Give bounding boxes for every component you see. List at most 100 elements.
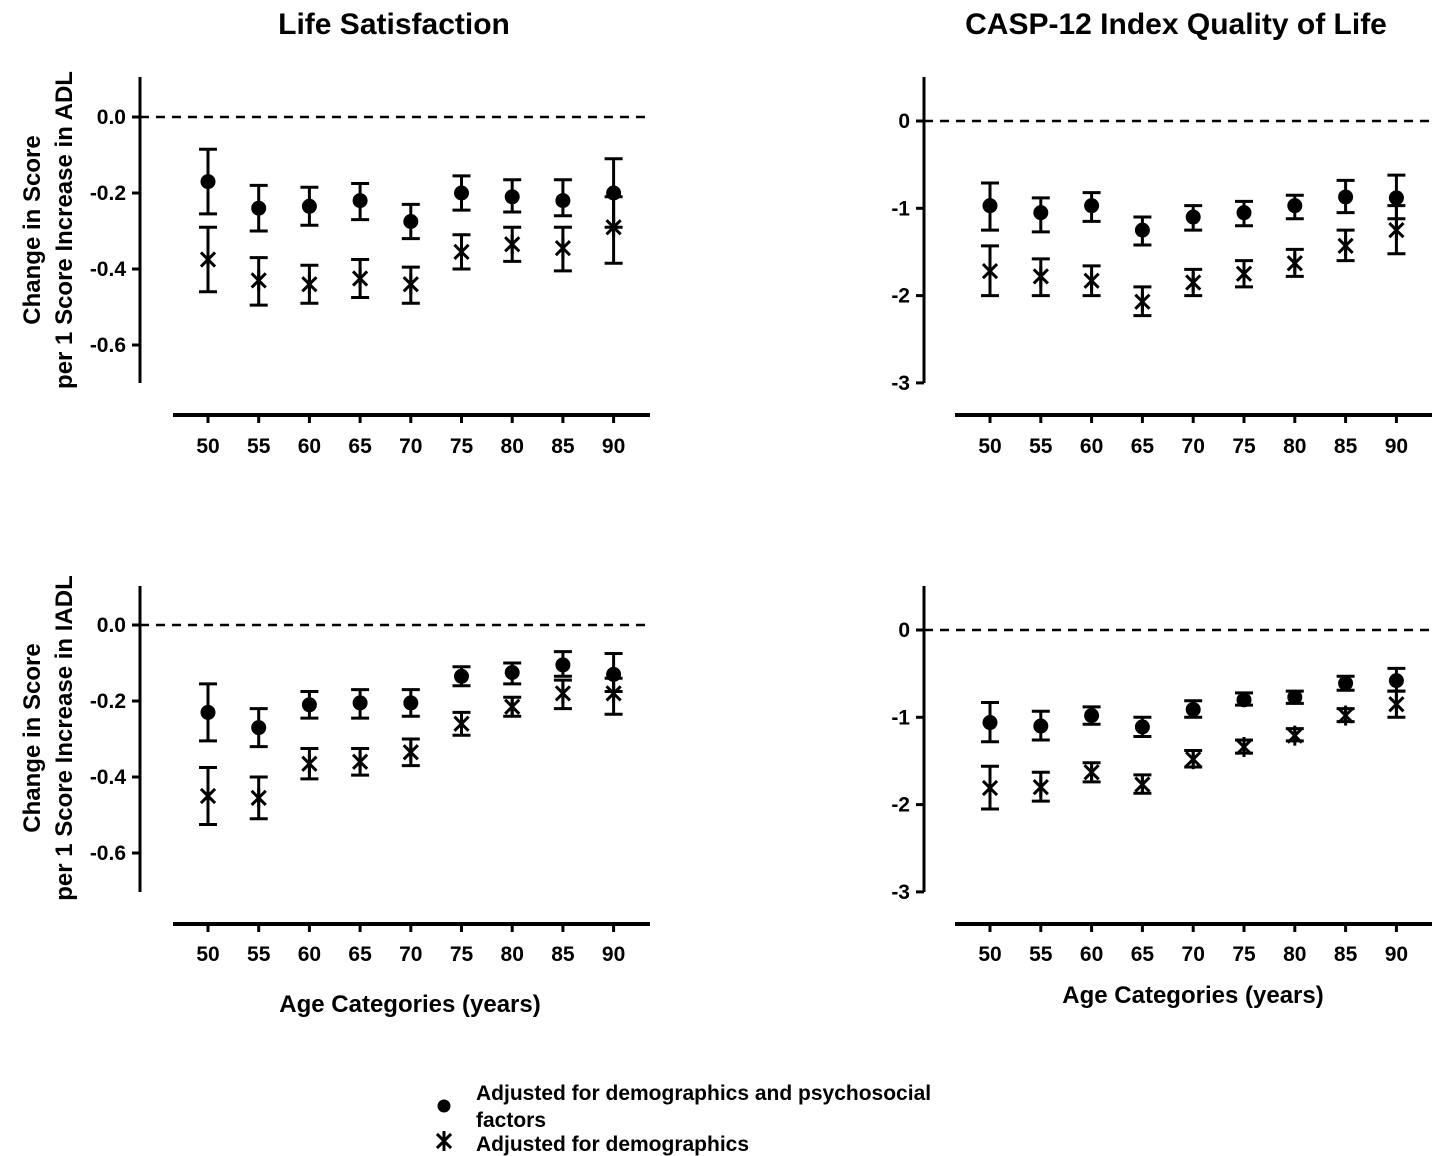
- data-point-asterisk: [1337, 235, 1354, 256]
- x-tick-label: 85: [551, 435, 575, 458]
- data-point-asterisk: [453, 713, 470, 734]
- y-tick-label: -0.4: [90, 766, 127, 789]
- data-point-asterisk: [402, 274, 419, 295]
- data-point-dot: [301, 198, 317, 214]
- data-point-asterisk: [1286, 253, 1303, 274]
- data-point-asterisk: [1134, 774, 1151, 795]
- data-point-asterisk-stroke-d2: [504, 698, 521, 715]
- data-point-dot: [301, 697, 317, 713]
- x-tick-label: 60: [298, 435, 321, 458]
- data-point-asterisk: [1388, 220, 1405, 241]
- x-tick-label: 85: [1334, 435, 1358, 458]
- x-tick-label: 65: [1131, 435, 1155, 458]
- x-tick-label: 75: [1232, 435, 1256, 458]
- data-point-dot: [352, 193, 368, 209]
- data-point-asterisk: [554, 238, 572, 259]
- data-point-asterisk-stroke-d2: [351, 753, 369, 770]
- data-point-asterisk-stroke-d2: [402, 276, 419, 293]
- data-point-asterisk-stroke-d2: [1185, 274, 1202, 291]
- legend-asterisk-shape-stroke-d2: [435, 1132, 453, 1150]
- data-point-asterisk: [1337, 705, 1354, 726]
- data-point-asterisk: [1235, 263, 1253, 284]
- data-point-asterisk: [250, 787, 267, 808]
- ylabel-iadl-line1: Change in Score: [19, 643, 46, 832]
- data-point-dot: [1185, 701, 1201, 717]
- x-tick-label: 60: [1080, 435, 1103, 458]
- data-point-asterisk: [402, 742, 419, 763]
- data-point-asterisk: [1032, 266, 1049, 287]
- data-point-asterisk: [1083, 270, 1100, 291]
- legend-dot-marker: [437, 1099, 451, 1113]
- x-tick-label: 90: [602, 435, 625, 458]
- data-point-asterisk: [1134, 291, 1151, 312]
- x-tick-label: 70: [1182, 943, 1205, 966]
- data-point-asterisk: [1388, 694, 1405, 715]
- data-point-dot: [1185, 209, 1201, 225]
- data-point-asterisk-stroke-d2: [1185, 751, 1202, 768]
- data-point-asterisk-stroke-d2: [453, 243, 470, 261]
- x-tick-label: 55: [247, 943, 271, 966]
- x-tick-label: 80: [501, 435, 524, 458]
- data-point-dot: [1236, 205, 1252, 221]
- x-tick-label: 90: [1385, 435, 1408, 458]
- data-point-asterisk-stroke-d2: [453, 715, 470, 732]
- title-life-satisfaction: Life Satisfaction: [278, 8, 510, 41]
- data-point-asterisk: [1032, 777, 1049, 798]
- data-point-asterisk-stroke-d2: [1286, 255, 1303, 272]
- data-point-dot: [504, 665, 520, 680]
- data-point-asterisk-stroke-d2: [605, 219, 622, 236]
- data-point-asterisk-stroke-d2: [1235, 738, 1253, 756]
- x-tick-label: 50: [196, 435, 219, 458]
- data-point-asterisk-stroke-d2: [1388, 221, 1405, 239]
- data-point-asterisk-stroke-d2: [250, 789, 267, 807]
- data-point-dot: [251, 200, 267, 216]
- data-point-asterisk: [351, 751, 369, 772]
- data-point-dot: [454, 185, 469, 201]
- x-tick-label: 50: [196, 943, 219, 966]
- data-point-asterisk-stroke-d2: [1337, 237, 1354, 254]
- y-tick-label: -1: [891, 197, 910, 220]
- data-point-dot: [1338, 675, 1354, 691]
- data-point-asterisk-stroke-d2: [402, 744, 419, 761]
- data-point-dot: [1338, 189, 1354, 205]
- xlabel-right: Age Categories (years): [1062, 982, 1323, 1009]
- y-tick-label: 0: [898, 619, 910, 642]
- data-point-asterisk-stroke-d2: [554, 685, 572, 702]
- data-point-asterisk-stroke-d2: [1083, 764, 1100, 781]
- panel-casp12-iadl: 0 -1 -2 -3 50 55 60 65 70 75 80 85 90: [891, 586, 1432, 966]
- x-tick-label: 80: [1283, 435, 1306, 458]
- data-point-asterisk: [453, 241, 470, 262]
- data-point-asterisk-stroke-d2: [1032, 779, 1049, 796]
- x-tick-label: 55: [247, 435, 271, 458]
- data-point-asterisk-stroke-d2: [554, 239, 572, 257]
- data-point-dot: [1084, 198, 1100, 214]
- data-point-asterisk: [504, 234, 521, 255]
- x-tick-label: 70: [399, 943, 422, 966]
- x-tick-label: 75: [450, 943, 474, 966]
- data-point-asterisk: [199, 786, 217, 806]
- legend-series1-line2: factors: [476, 1109, 546, 1132]
- ylabel-adl-line1: Change in Score: [19, 135, 46, 324]
- data-point-dot: [1134, 719, 1150, 735]
- data-point-dot: [454, 668, 469, 684]
- data-point-asterisk: [301, 274, 318, 295]
- x-tick-label: 65: [348, 435, 372, 458]
- data-point-dot: [555, 193, 571, 209]
- y-tick-label: -0.2: [90, 182, 126, 205]
- data-point-asterisk-stroke-d2: [1083, 272, 1100, 289]
- x-tick-label: 90: [1385, 943, 1408, 966]
- data-point-asterisk: [504, 696, 521, 717]
- data-point-dot: [982, 198, 998, 214]
- x-tick-label: 85: [551, 943, 575, 966]
- data-point-asterisk: [1286, 725, 1303, 746]
- data-point-asterisk-stroke-d2: [301, 755, 318, 772]
- data-point-asterisk-stroke-d2: [250, 272, 267, 289]
- data-point-dot: [1287, 198, 1303, 214]
- data-point-asterisk: [1235, 736, 1253, 757]
- x-tick-label: 60: [1080, 943, 1103, 966]
- data-point-asterisk-stroke-d2: [605, 685, 622, 702]
- ylabel-adl-line2: per 1 Score Increase in ADL: [51, 71, 78, 389]
- data-point-dot: [982, 715, 998, 731]
- data-point-asterisk: [351, 268, 369, 289]
- x-tick-label: 90: [602, 943, 625, 966]
